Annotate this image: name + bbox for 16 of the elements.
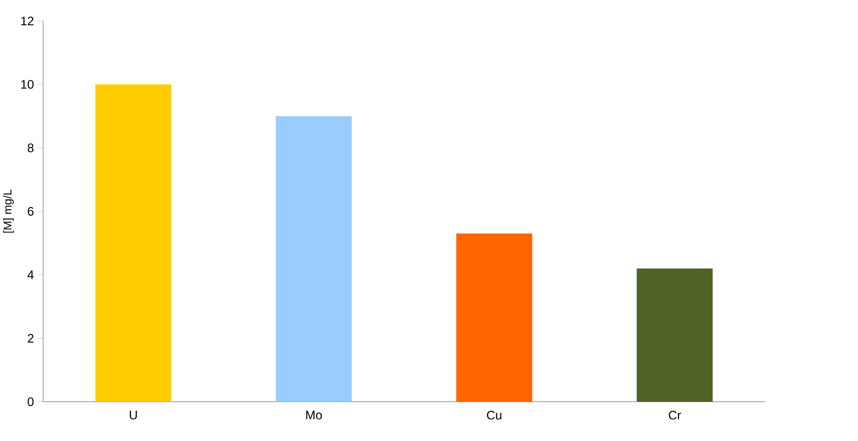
bar [636,268,713,402]
x-tick-label: U [130,410,137,420]
bar [95,84,172,402]
y-tick-label: 0 [28,398,34,406]
y-tick-label: 6 [28,207,34,216]
y-axis-title: [M] mg/L [3,190,14,233]
x-tick-label: Cr [668,410,681,420]
x-tick-label: Cu [486,410,502,420]
bar [276,116,352,402]
y-tick-label: 8 [28,144,34,152]
y-tick-label: 12 [21,16,34,26]
y-tick-label: 2 [28,334,34,343]
x-tick-label: Mo [306,410,322,420]
y-tick-label: 4 [27,270,34,280]
bar [456,234,532,402]
y-tick-label: 10 [21,80,34,89]
